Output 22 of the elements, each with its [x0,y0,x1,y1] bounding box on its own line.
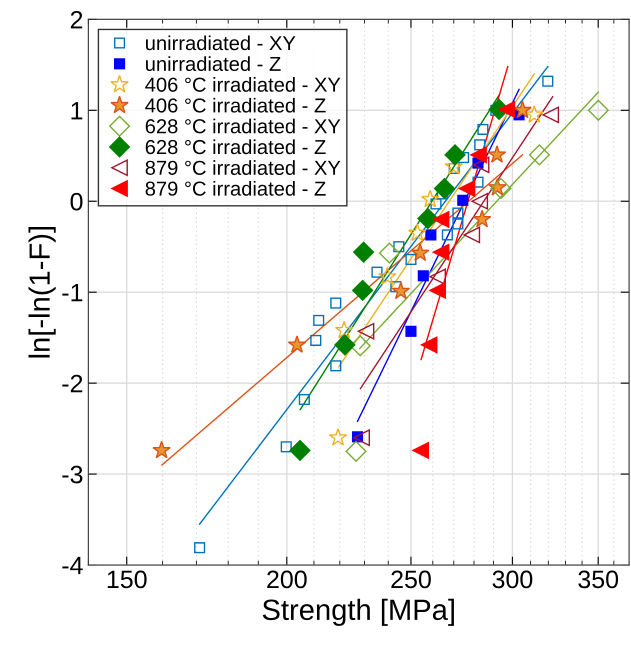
y-tick-label: 2 [70,10,82,28]
y-tick-label: -1 [62,284,82,302]
legend-label: 406 °C irradiated - Z [145,98,326,113]
x-axis-title: Strength [MPa] [262,598,454,626]
legend-label: 879 °C irradiated - Z [146,180,326,196]
legend-label: 628 °C irradiated - XY [146,118,340,134]
x-tick-label: 200 [267,570,307,588]
y-axis-title: ln[-ln(1-F)] [28,227,56,358]
x-tick-label: 300 [492,570,532,588]
x-tick-label: 350 [578,570,618,588]
y-tick-label: 1 [71,102,82,120]
y-tick-label: -2 [62,374,82,392]
legend-label: unirradiated - Z [146,56,281,72]
y-tick-label: 0 [70,192,82,211]
legend-label: 879 °C irradiated - XY [146,160,340,175]
legend-label: unirradiated - XY [146,35,296,50]
x-tick-label: 150 [108,570,147,588]
y-tick-label: -3 [62,466,82,484]
legend-label: 406 °C irradiated - XY [145,77,340,92]
y-tick-label: -4 [62,556,83,574]
legend-label: 628 °C irradiated - Z [146,139,326,154]
x-tick-label: 250 [391,570,431,588]
